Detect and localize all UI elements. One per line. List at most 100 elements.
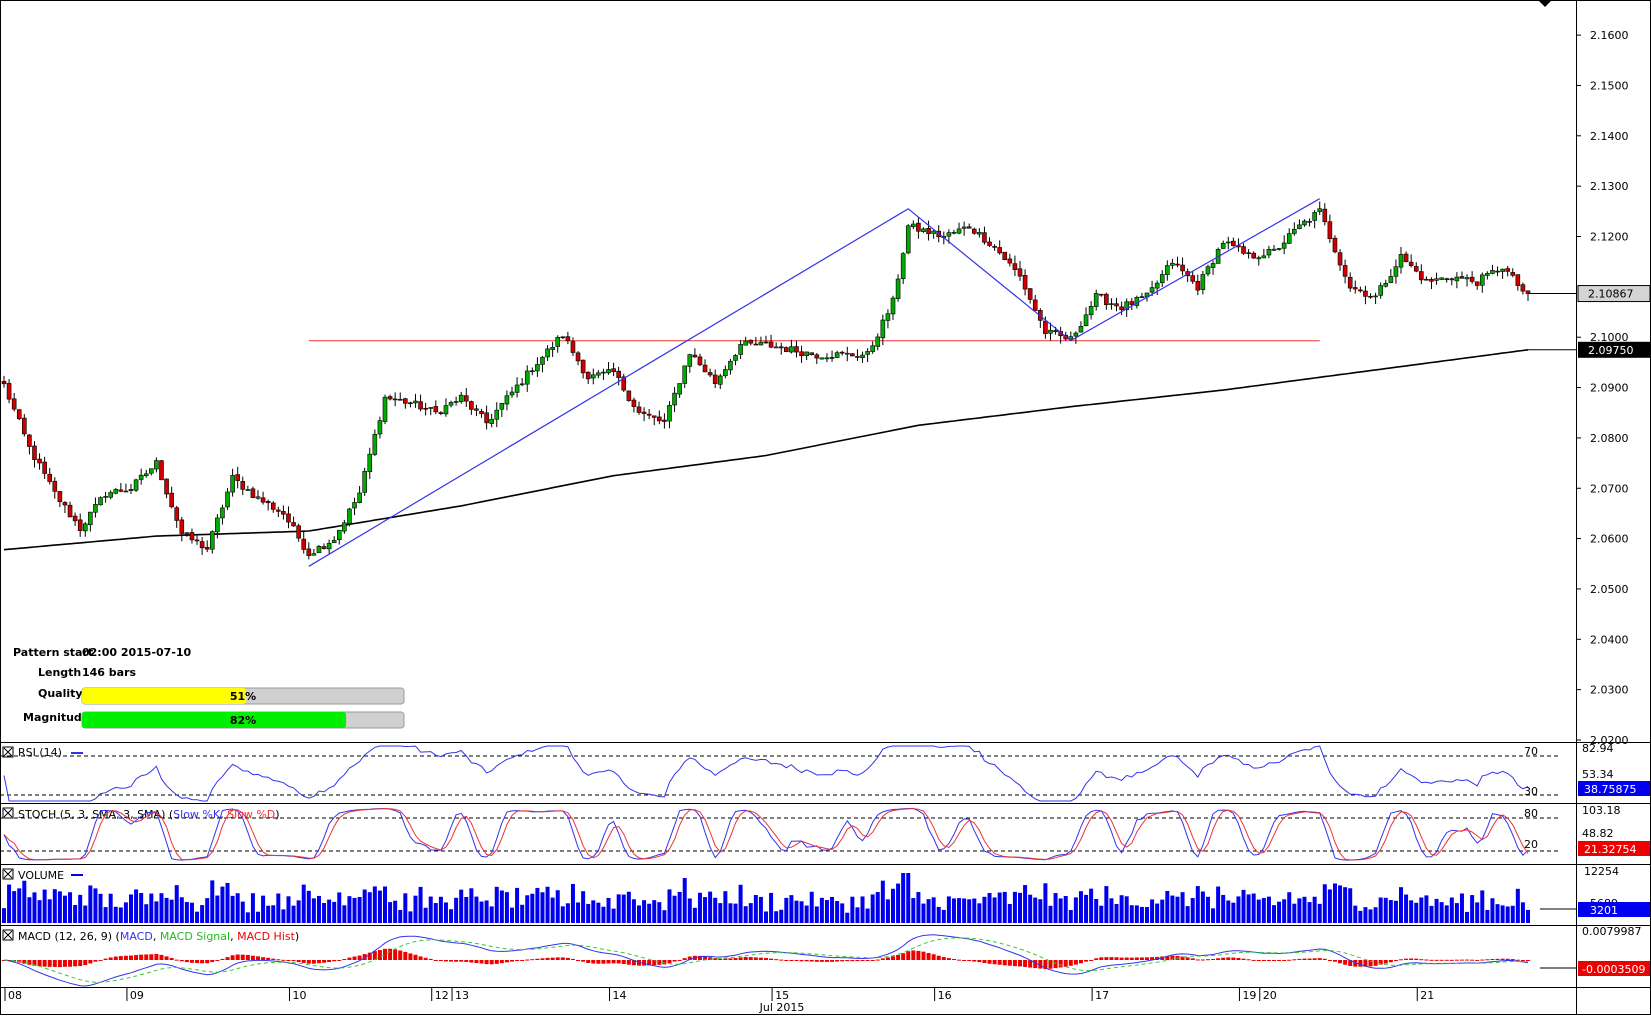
volume-bar bbox=[301, 884, 306, 923]
candle-body bbox=[194, 539, 200, 542]
macd-hist-bar bbox=[37, 960, 42, 967]
macd-hist-bar bbox=[144, 954, 149, 960]
volume-bar bbox=[245, 912, 250, 923]
macd-hist-bar bbox=[1073, 960, 1078, 965]
candle-body bbox=[352, 502, 357, 509]
macd-hist-bar bbox=[1515, 959, 1520, 961]
macd-hist-bar bbox=[850, 960, 855, 962]
volume-bar bbox=[1185, 906, 1190, 923]
volume-bar bbox=[1134, 905, 1139, 923]
candle-body bbox=[961, 226, 967, 229]
candle-body bbox=[245, 489, 251, 491]
macd-hist-bar bbox=[47, 960, 52, 967]
volume-bar bbox=[916, 892, 921, 923]
candle-body bbox=[1251, 252, 1256, 259]
candle-body bbox=[641, 411, 647, 414]
macd-hist-bar bbox=[819, 960, 824, 962]
macd-hist-bar bbox=[1246, 959, 1251, 961]
volume-bar bbox=[972, 898, 977, 923]
macd-hist-bar bbox=[413, 954, 418, 960]
candle-body bbox=[118, 489, 124, 492]
candle-body bbox=[42, 461, 47, 474]
candle-body bbox=[550, 346, 555, 350]
candle-body bbox=[1332, 237, 1338, 253]
volume-bar bbox=[1485, 909, 1490, 923]
candle-body bbox=[717, 375, 723, 385]
macd-hist-bar bbox=[1292, 959, 1297, 961]
macd-hist-bar bbox=[560, 957, 565, 960]
volume-bar bbox=[286, 896, 291, 923]
volume-bar bbox=[7, 884, 12, 923]
candle-body bbox=[413, 400, 418, 404]
macd-signal-line bbox=[3, 937, 1529, 983]
candle-body bbox=[1170, 262, 1175, 266]
volume-bar bbox=[1200, 891, 1205, 923]
volume-bar bbox=[1028, 894, 1033, 923]
candle-body bbox=[570, 341, 576, 353]
candle-body bbox=[1352, 287, 1358, 290]
volume-bar bbox=[1099, 905, 1104, 923]
candle-body bbox=[1490, 270, 1495, 274]
macd-value-box bbox=[1578, 961, 1650, 976]
pattern-quality-label: Quality bbox=[38, 687, 83, 700]
volume-bar bbox=[322, 902, 327, 923]
volume-bar bbox=[672, 895, 677, 923]
candle-body bbox=[951, 231, 957, 234]
macd-hist-bar bbox=[1332, 960, 1337, 962]
volume-bar bbox=[1119, 895, 1124, 923]
volume-bar bbox=[1058, 898, 1063, 923]
candle-body bbox=[250, 488, 256, 498]
candle-body bbox=[184, 532, 190, 535]
volume-bar bbox=[1373, 907, 1378, 923]
candle-body bbox=[687, 354, 693, 367]
candle-body bbox=[844, 352, 850, 355]
magnitude-bar-fill bbox=[82, 712, 347, 728]
macd-hist-bar bbox=[139, 954, 144, 960]
candle-body bbox=[433, 406, 439, 413]
macd-hist-bar bbox=[1338, 960, 1343, 964]
candle-body bbox=[1439, 277, 1444, 280]
candle-body bbox=[1322, 208, 1328, 223]
macd-hist-bar bbox=[1353, 960, 1358, 967]
volume-bar bbox=[1454, 903, 1459, 923]
macd-hist-bar bbox=[799, 960, 804, 962]
rsi-pane: RSI (14) 70 30 82.94 53.34 38.75875 bbox=[0, 742, 1650, 802]
macd-hist-bar bbox=[240, 954, 245, 960]
candle-body bbox=[1068, 336, 1074, 340]
candle-body bbox=[1317, 208, 1323, 212]
macd-hist-bar bbox=[1195, 959, 1200, 961]
candle-body bbox=[67, 504, 73, 518]
macd-hist-bar bbox=[1358, 960, 1363, 967]
macd-hist-bar bbox=[626, 960, 631, 965]
macd-hist-bar bbox=[464, 960, 469, 962]
macd-hist-bar bbox=[179, 960, 184, 962]
volume-bar bbox=[769, 892, 774, 923]
candle-body bbox=[453, 401, 459, 403]
candle-body bbox=[855, 356, 860, 358]
price-tick-label: 2.1400 bbox=[1590, 130, 1629, 143]
volume-bar bbox=[515, 887, 520, 923]
macd-hist-bar bbox=[697, 955, 702, 960]
volume-bar bbox=[428, 896, 433, 923]
candle-body bbox=[1149, 287, 1155, 293]
macd-hist-bar bbox=[281, 959, 286, 961]
candle-body bbox=[611, 368, 616, 373]
candle-body bbox=[992, 246, 997, 248]
macd-hist-bar bbox=[987, 960, 992, 964]
price-tick-label: 2.0500 bbox=[1590, 583, 1629, 596]
macd-hist-bar bbox=[860, 960, 865, 961]
volume-bar bbox=[555, 890, 560, 923]
candle-body bbox=[37, 458, 42, 464]
macd-hist-bar bbox=[1104, 957, 1109, 960]
macd-hist-bar bbox=[327, 960, 332, 962]
candle-body bbox=[316, 546, 322, 554]
candle-body bbox=[880, 319, 886, 339]
volume-bar bbox=[12, 891, 17, 923]
volume-bar bbox=[1490, 898, 1495, 923]
macd-hist-bar bbox=[393, 949, 398, 960]
volume-bar bbox=[520, 904, 525, 923]
collapse-arrow-icon[interactable] bbox=[1538, 0, 1552, 7]
macd-hist-bar bbox=[159, 954, 164, 960]
candle-body bbox=[88, 511, 93, 526]
